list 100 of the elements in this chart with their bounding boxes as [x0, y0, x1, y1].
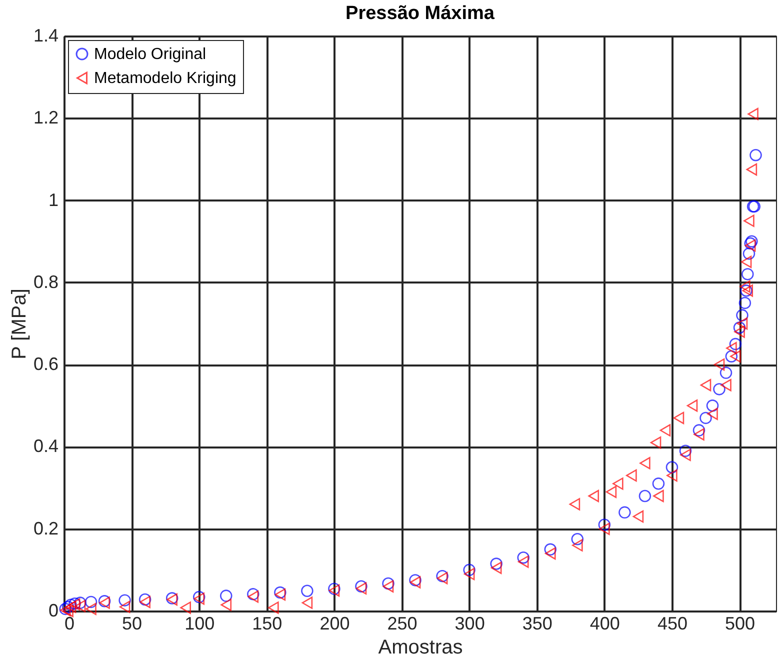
x-tick-label: 50 — [122, 614, 142, 634]
point — [464, 568, 475, 580]
point — [544, 547, 556, 560]
y-tick-label: 0.8 — [33, 272, 58, 292]
point — [517, 551, 530, 564]
point — [700, 412, 712, 424]
point — [746, 163, 758, 176]
point — [740, 256, 752, 268]
point — [632, 510, 644, 523]
point — [518, 556, 529, 568]
point — [569, 498, 580, 510]
point — [679, 444, 692, 457]
y-axis-title: P [MPa] — [8, 288, 30, 360]
point — [86, 602, 96, 616]
point — [666, 469, 678, 482]
point — [74, 600, 86, 612]
point — [640, 457, 650, 470]
x-tick-label: 100 — [184, 614, 215, 634]
y-tick-label: 1.2 — [33, 108, 58, 128]
point — [599, 522, 610, 535]
x-tick-label: 150 — [252, 614, 282, 634]
point — [572, 539, 583, 552]
legend-label: Modelo Original — [94, 46, 206, 63]
point — [738, 296, 752, 310]
point — [686, 400, 698, 412]
point — [707, 408, 718, 420]
point — [720, 378, 732, 392]
point — [733, 321, 746, 334]
point — [74, 596, 86, 609]
point — [742, 248, 756, 260]
point — [720, 366, 732, 379]
legend-label: Metamodelo Kriging — [94, 70, 236, 87]
point — [692, 424, 706, 436]
x-tick-label: 300 — [454, 614, 485, 634]
point — [725, 350, 738, 362]
point — [268, 602, 279, 614]
x-tick-label: 400 — [590, 614, 620, 634]
x-tick-label: 200 — [320, 614, 350, 634]
point — [730, 350, 741, 362]
point — [62, 600, 74, 614]
y-tick-label: 1.4 — [33, 26, 58, 46]
point — [588, 490, 599, 502]
point — [746, 235, 758, 248]
point — [302, 596, 313, 609]
point — [220, 598, 232, 611]
point — [729, 338, 742, 350]
point — [750, 148, 762, 162]
point — [626, 469, 637, 482]
point — [713, 383, 726, 396]
point — [706, 400, 719, 412]
point — [65, 600, 76, 614]
point — [714, 358, 725, 371]
point — [736, 317, 748, 330]
point — [748, 108, 758, 120]
point — [140, 596, 150, 608]
point — [118, 594, 131, 606]
y-tick-label: 0 — [48, 600, 58, 620]
y-tick-label: 0.2 — [33, 518, 58, 538]
point — [740, 280, 750, 293]
y-tick-label: 0.6 — [33, 354, 58, 374]
point — [119, 600, 130, 614]
point — [382, 577, 394, 590]
point — [638, 490, 652, 502]
point — [301, 584, 314, 597]
point — [650, 436, 662, 449]
point — [490, 558, 502, 570]
point — [355, 580, 368, 592]
point — [680, 448, 691, 462]
point — [64, 598, 77, 611]
point — [742, 268, 754, 280]
point — [736, 309, 748, 322]
point — [382, 580, 394, 592]
point — [248, 590, 259, 603]
x-tick-label: 250 — [387, 614, 418, 634]
x-tick-label: 500 — [725, 614, 756, 634]
y-tick-label: 0.4 — [33, 436, 58, 456]
point — [62, 604, 74, 618]
point — [180, 602, 191, 614]
point — [598, 518, 611, 531]
point — [666, 461, 678, 474]
point — [652, 478, 665, 490]
point — [463, 564, 476, 576]
point — [653, 490, 664, 502]
point — [490, 562, 502, 574]
x-axis-title: Amostras — [378, 636, 463, 658]
point — [734, 326, 745, 338]
point — [744, 214, 754, 227]
point — [356, 582, 367, 595]
chart-title: Pressão Máxima — [346, 3, 495, 24]
y-tick-label: 1 — [48, 190, 58, 210]
point — [660, 424, 671, 436]
point — [606, 486, 617, 498]
point — [220, 590, 232, 602]
point — [700, 378, 712, 392]
x-tick-label: 450 — [657, 614, 688, 634]
point — [726, 342, 737, 354]
point — [84, 596, 98, 608]
point — [571, 533, 584, 546]
point — [618, 506, 631, 519]
point — [694, 428, 704, 441]
